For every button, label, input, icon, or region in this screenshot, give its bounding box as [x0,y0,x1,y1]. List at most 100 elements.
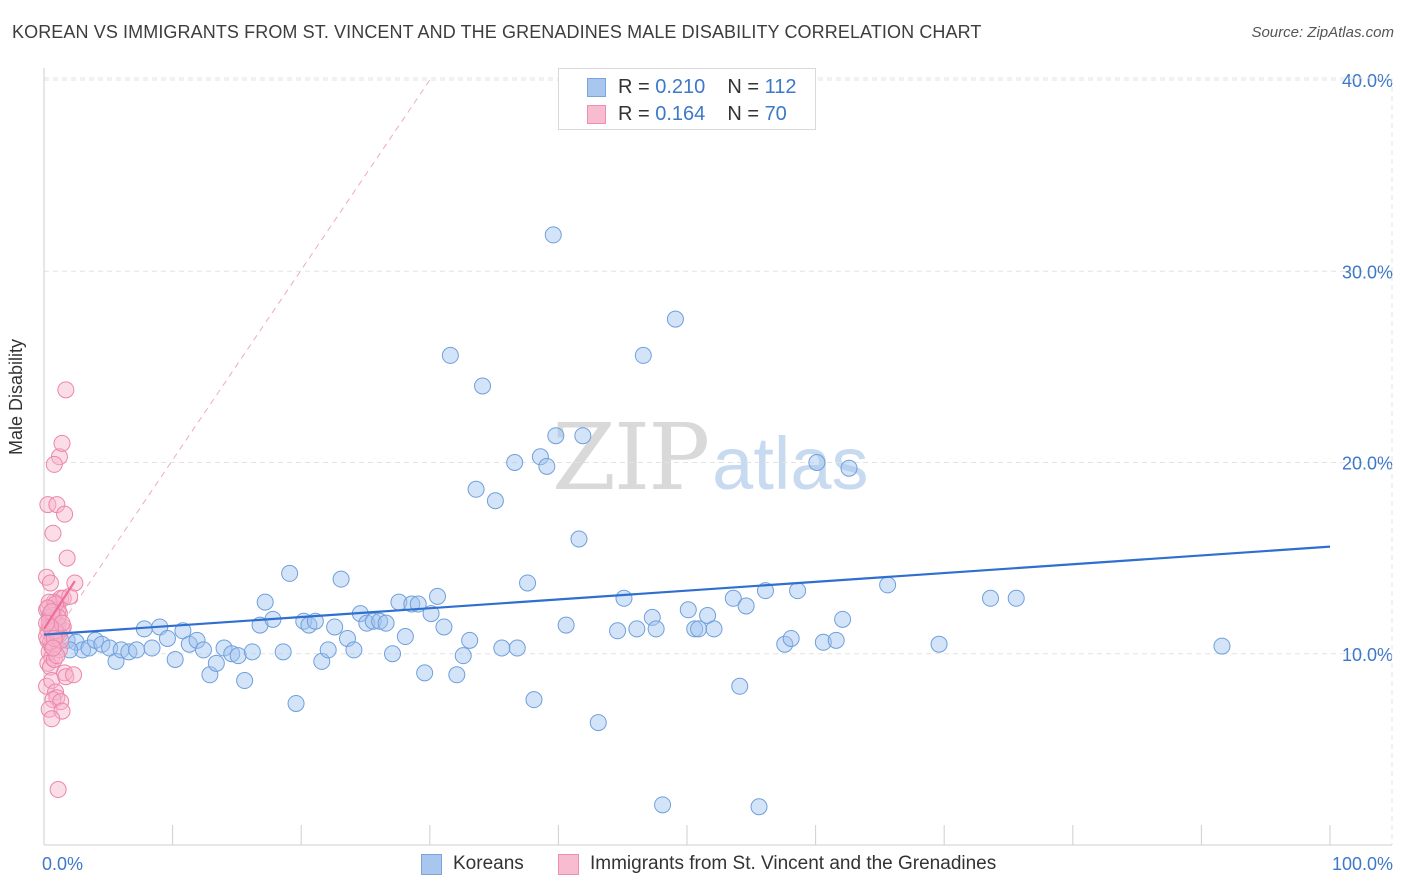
y-tick-label: 10.0% [1342,645,1393,665]
koreans-point [207,654,225,672]
koreans-point [448,666,466,684]
koreans-point [981,589,999,607]
koreans-point [493,639,511,657]
koreans-point [508,639,526,657]
legend-r-label: R = [618,75,650,98]
vincent-point [48,647,66,665]
koreans-point [454,647,472,665]
koreans-point [628,620,646,638]
koreans-point [808,454,826,471]
koreans-point [188,631,206,649]
koreans-point [256,593,274,611]
koreans-point [643,608,661,626]
koreans-point [538,457,556,475]
y-axis-label: Male Disability [6,338,26,455]
legend-row-koreans: R = 0.210 N = 112 [587,75,796,99]
koreans-point [435,618,453,636]
vincent-point [43,672,61,690]
koreans-point [609,622,627,640]
y-tick-label: 20.0% [1342,454,1393,474]
reference-diagonal [43,75,433,651]
koreans-point [531,448,549,466]
koreans-point [364,612,382,630]
koreans-point [166,650,184,668]
vincent-point [39,496,57,514]
koreans-point [731,677,749,695]
legend-swatch-vincent [587,104,606,124]
koreans-point [679,601,697,619]
vincent-point [41,574,59,592]
koreans-point [789,582,807,600]
y-tick-label: 30.0% [1342,262,1393,282]
legend-swatch-koreans [587,77,606,97]
legend-n-label: N = [727,75,759,98]
vincent-trendline [43,580,76,630]
vincent-point [58,549,76,567]
koreans-point [229,647,247,665]
koreans-point [441,346,459,364]
koreans-point [814,633,832,651]
koreans-point [345,641,363,659]
koreans-point [557,616,575,634]
koreans-point [782,629,800,647]
vincent-point [53,434,71,452]
koreans-point [287,694,305,712]
koreans-point [128,641,146,659]
koreans-point [223,645,241,663]
koreans-point [143,639,161,657]
koreans-point [776,635,794,653]
koreans-point [281,564,299,582]
legend-r-value: 0.164 [655,102,706,125]
bottom-legend-label: Koreans [453,853,524,874]
koreans-point [396,628,414,646]
koreans-point [332,570,350,588]
bottom-legend-vincent: Immigrants from St. Vincent and the Gren… [558,851,996,877]
y-tick-label: 40.0% [1342,71,1393,91]
koreans-point [544,226,562,244]
watermark-zip: ZIP [552,404,710,511]
koreans-point [615,589,633,607]
legend-n-label: N = [727,102,759,125]
vincent-point [43,710,61,728]
koreans-point [634,346,652,364]
koreans-point [371,612,389,630]
koreans-point [1213,637,1231,655]
vincent-point [40,700,58,718]
bottom-legend-koreans: Koreans [421,851,524,877]
koreans-point [647,620,665,638]
koreans-point [654,796,672,814]
x-tick-label: 0.0% [42,854,83,874]
koreans-point [422,605,440,623]
koreans-point [827,631,845,649]
koreans-point [750,798,768,816]
koreans-point [519,574,537,592]
legend-row-vincent: R = 0.164 N = 70 [587,102,787,126]
legend-r-label: R = [618,102,650,125]
koreans-point [93,635,111,653]
vincent-point [45,455,63,473]
koreans-point [506,454,524,471]
koreans-point [834,610,852,628]
source-note: Source: ZipAtlas.com [1251,24,1394,41]
koreans-point [461,631,479,649]
x-tick-label: 100.0% [1332,854,1393,874]
vincent-point [56,505,74,523]
vincent-point [44,639,62,657]
koreans-point [705,620,723,638]
koreans-point [467,480,485,498]
koreans-point [243,643,261,661]
koreans-point [429,587,447,605]
legend-r-value: 0.210 [655,75,706,98]
koreans-point [737,597,755,615]
chart-title: KOREAN VS IMMIGRANTS FROM ST. VINCENT AN… [12,22,982,42]
koreans-point [474,377,492,395]
vincent-point [44,524,62,542]
koreans-point [840,459,858,477]
koreans-point [724,589,742,607]
vincent-point [40,593,58,611]
koreans-point [574,427,592,445]
koreans-point [486,492,504,510]
koreans-point [666,310,684,328]
koreans-point [930,635,948,653]
